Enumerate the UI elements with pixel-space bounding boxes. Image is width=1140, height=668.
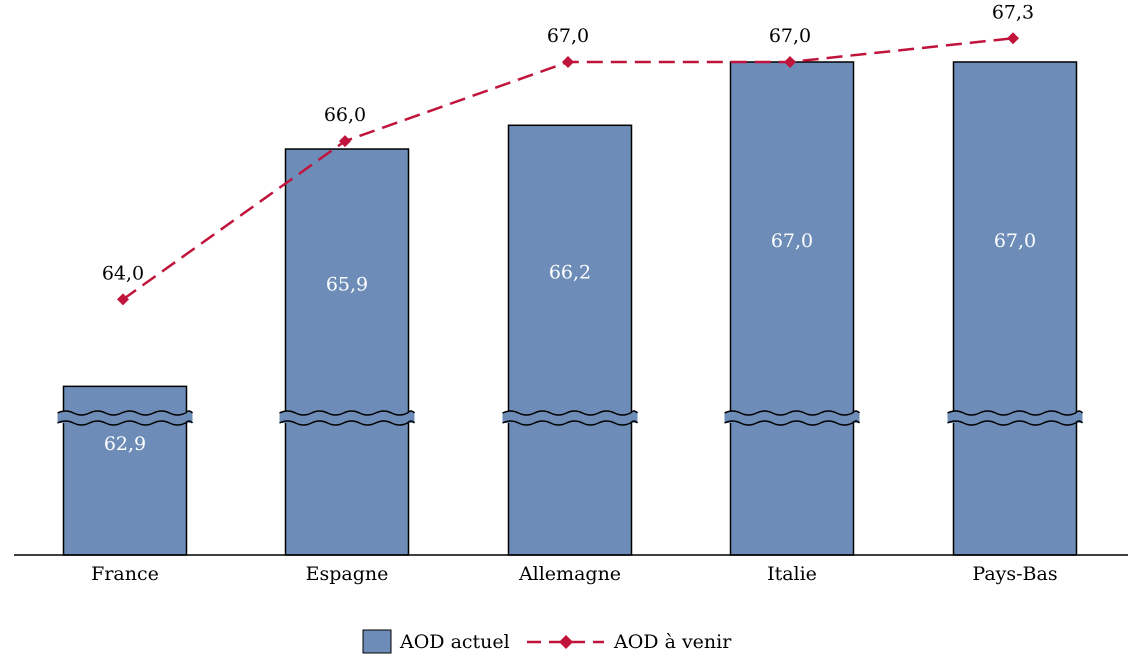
bar-italie [729, 61, 855, 556]
axis-break-allemagne [502, 410, 639, 426]
line-label-pays-bas: 67,3 [992, 1, 1034, 23]
category-labels-layer: France Espagne Allemagne Italie Pays-Bas [91, 563, 1057, 585]
bar-labels-layer: 62,9 65,9 66,2 67,0 67,0 [104, 230, 1036, 455]
line-label-espagne: 66,0 [324, 104, 366, 126]
line-label-france: 64,0 [102, 262, 144, 284]
bar-label-espagne: 65,9 [326, 274, 368, 296]
line-marker-pays-bas [1007, 32, 1019, 45]
bar-label-allemagne: 66,2 [549, 262, 591, 284]
bar-label-pays-bas: 67,0 [994, 230, 1036, 252]
bar-pays-bas [952, 61, 1078, 556]
line-labels-layer: 64,0 66,0 67,0 67,0 67,3 [102, 1, 1034, 284]
bar-espagne [284, 148, 410, 556]
category-label-italie: Italie [767, 563, 817, 585]
axis-breaks-layer [57, 410, 1084, 426]
bar-allemagne [507, 124, 633, 556]
axis-break-pays-bas [947, 410, 1084, 426]
bar-label-france: 62,9 [104, 433, 146, 455]
legend-label-aod-a-venir: AOD à venir [613, 631, 732, 653]
line-marker-france [117, 293, 129, 306]
legend-label-aod-actuel: AOD actuel [399, 631, 510, 653]
category-label-pays-bas: Pays-Bas [972, 563, 1057, 585]
legend: AOD actuel AOD à venir [362, 629, 732, 654]
category-label-france: France [91, 563, 159, 585]
bars-layer [62, 61, 1078, 556]
line-marker-espagne [339, 135, 351, 148]
axis-break-espagne [279, 410, 416, 426]
bar-label-italie: 67,0 [771, 230, 813, 252]
line-label-italie: 67,0 [769, 25, 811, 47]
line-marker-italie [784, 56, 796, 68]
line-layer [117, 32, 1019, 306]
legend-marker-aod-a-venir [559, 635, 573, 649]
line-marker-allemagne [562, 56, 574, 68]
category-label-espagne: Espagne [306, 563, 389, 585]
line-label-allemagne: 67,0 [547, 25, 589, 47]
axis-break-italie [724, 410, 861, 426]
axis-break-france [57, 410, 194, 426]
category-label-allemagne: Allemagne [518, 563, 621, 585]
legend-swatch-aod-actuel [362, 629, 392, 654]
